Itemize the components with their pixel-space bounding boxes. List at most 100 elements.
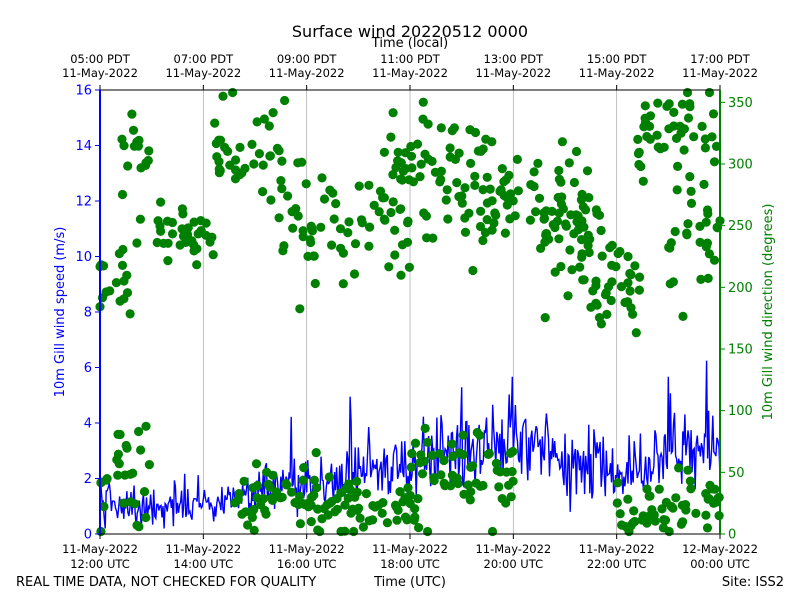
wind-direction-point <box>288 223 298 233</box>
wind-direction-point <box>231 155 241 165</box>
wind-direction-point <box>135 214 145 224</box>
wind-direction-point <box>414 523 424 533</box>
wind-direction-point <box>423 154 433 164</box>
right-tick-label: 100 <box>728 404 753 419</box>
wind-direction-point <box>612 498 622 508</box>
wind-direction-point <box>316 222 326 232</box>
wind-direction-point <box>309 490 319 500</box>
wind-direction-point <box>470 127 481 138</box>
wind-direction-point <box>144 146 154 156</box>
wind-direction-point <box>567 265 577 275</box>
wind-direction-point <box>241 507 251 517</box>
wind-direction-point <box>691 508 701 518</box>
wind-direction-point <box>683 465 693 475</box>
left-tick-label: 12 <box>75 195 92 210</box>
wind-direction-point <box>309 475 319 485</box>
wind-direction-point <box>448 451 458 461</box>
wind-direction-point <box>483 449 493 459</box>
wind-direction-point <box>540 313 550 323</box>
wind-direction-point <box>192 260 202 270</box>
wind-direction-point <box>554 165 564 176</box>
wind-direction-point <box>707 132 717 142</box>
wind-direction-point <box>278 246 288 256</box>
wind-direction-point <box>139 487 150 497</box>
wind-direction-point <box>447 126 457 136</box>
bottom-tick-time: 18:00 UTC <box>380 557 440 571</box>
wind-direction-point <box>218 91 228 101</box>
wind-direction-point <box>118 244 128 255</box>
top-tick-date: 11-May-2022 <box>579 66 655 80</box>
left-tick-label: 6 <box>84 361 92 376</box>
wind-direction-point <box>606 295 616 306</box>
wind-direction-point <box>143 155 153 166</box>
wind-direction-point <box>631 328 641 338</box>
wind-direction-point <box>421 211 431 221</box>
wind-direction-point <box>324 472 334 482</box>
wind-direction-point <box>466 487 476 497</box>
top-tick-time: 13:00 PDT <box>484 52 545 66</box>
wind-direction-point <box>243 520 253 530</box>
wind-direction-point <box>671 133 682 143</box>
wind-direction-point <box>634 285 645 295</box>
wind-direction-point <box>122 270 132 280</box>
wind-direction-point <box>364 241 374 251</box>
wind-direction-point <box>439 455 449 466</box>
wind-direction-point <box>251 459 262 469</box>
wind-direction-point <box>405 490 415 501</box>
wind-direction-point <box>457 198 467 208</box>
wind-direction-point <box>673 161 683 171</box>
wind-direction-point <box>682 87 693 98</box>
wind-direction-point <box>417 469 428 479</box>
wind-direction-point <box>707 484 717 494</box>
site-label: Site: ISS2 <box>721 575 784 590</box>
wind-direction-point <box>410 438 421 448</box>
wind-direction-point <box>341 484 351 494</box>
left-tick-label: 2 <box>84 472 92 487</box>
wind-direction-point <box>625 286 635 296</box>
wind-direction-point <box>155 221 165 231</box>
bottom-tick-date: 11-May-2022 <box>475 542 551 556</box>
wind-direction-point <box>301 179 311 189</box>
wind-direction-point <box>642 518 652 528</box>
wind-direction-point <box>390 250 400 260</box>
wind-direction-point <box>274 213 284 223</box>
bottom-tick-time: 20:00 UTC <box>484 557 544 571</box>
wind-direction-point <box>262 467 272 477</box>
wind-direction-point <box>445 143 455 153</box>
wind-direction-point <box>233 495 243 505</box>
wind-direction-point <box>476 146 486 156</box>
wind-direction-point <box>672 185 682 195</box>
wind-direction-point <box>382 518 392 528</box>
wind-direction-point <box>526 180 536 190</box>
wind-direction-point <box>377 508 387 518</box>
wind-direction-point <box>259 114 269 124</box>
wind-direction-point <box>419 456 429 466</box>
wind-direction-point <box>358 522 368 532</box>
wind-direction-point <box>674 463 684 473</box>
wind-direction-point <box>280 95 290 106</box>
wind-direction-point <box>626 303 636 313</box>
wind-direction-point <box>482 172 492 182</box>
wind-direction-point <box>539 213 550 223</box>
wind-direction-point <box>499 177 509 187</box>
wind-direction-point <box>591 281 601 291</box>
wind-direction-point <box>408 177 418 187</box>
wind-direction-point <box>679 145 689 155</box>
wind-direction-point <box>325 185 335 195</box>
wind-direction-point <box>357 218 367 228</box>
wind-direction-point <box>134 426 144 437</box>
wind-direction-point <box>287 487 297 497</box>
wind-direction-point <box>239 476 249 486</box>
wind-direction-point <box>447 470 457 480</box>
wind-direction-point <box>494 482 504 492</box>
wind-direction-point <box>214 168 224 178</box>
right-tick-label: 150 <box>728 343 753 358</box>
wind-direction-point <box>470 180 480 190</box>
wind-direction-point <box>384 262 394 272</box>
wind-direction-point <box>380 215 390 225</box>
wind-direction-point <box>404 262 414 272</box>
wind-direction-point <box>265 151 275 161</box>
wind-direction-point <box>122 288 133 298</box>
top-axis-label: Time (local) <box>371 36 448 51</box>
